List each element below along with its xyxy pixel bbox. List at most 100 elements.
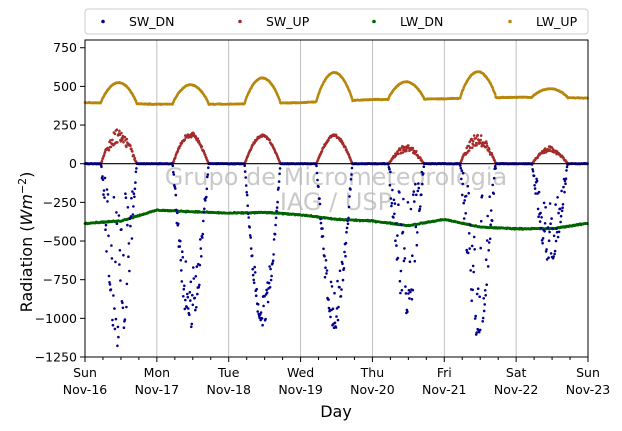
sw-dn-point	[207, 166, 210, 169]
sw-dn-point	[127, 255, 130, 258]
sw-dn-point	[267, 281, 271, 285]
sw-dn-point	[565, 165, 569, 169]
x-tick-label-date: Nov-20	[350, 382, 395, 397]
sw-dn-point	[459, 166, 463, 170]
sw-dn-point	[545, 248, 548, 251]
sw-dn-point	[244, 176, 247, 179]
sw-dn-point	[397, 203, 400, 206]
sw-dn-point	[259, 311, 263, 314]
sw-dn-point	[560, 189, 563, 193]
sw-dn-point	[420, 193, 423, 196]
x-tick-label-day: Tue	[217, 365, 240, 380]
sw-up-point	[125, 145, 128, 149]
sw-dn-point	[557, 230, 561, 234]
sw-dn-point	[492, 176, 496, 180]
sw-dn-point	[251, 267, 254, 271]
sw-dn-point	[249, 247, 253, 250]
sw-dn-point	[190, 322, 194, 326]
sw-dn-point	[271, 259, 275, 263]
sw-dn-point	[408, 260, 412, 264]
sw-dn-point	[277, 180, 281, 183]
sw-dn-point	[482, 309, 486, 313]
sw-dn-point	[187, 307, 190, 310]
sw-dn-point	[260, 317, 264, 320]
sw-dn-point	[489, 223, 493, 226]
lw-up-point	[278, 98, 281, 102]
sw-dn-point	[548, 202, 552, 205]
grid-lines	[156, 40, 517, 357]
sw-dn-point	[396, 234, 399, 237]
sw-dn-point	[102, 189, 106, 192]
sw-up-point	[129, 144, 132, 148]
sw-dn-point	[253, 265, 256, 269]
lw-up-point	[350, 97, 354, 100]
sw-up-point	[113, 132, 117, 136]
sw-up-point	[471, 139, 475, 143]
sw-dn-point	[177, 222, 180, 226]
sw-dn-point	[109, 288, 113, 291]
sw-dn-point	[244, 184, 248, 187]
sw-dn-point	[560, 209, 564, 213]
sw-dn-point	[101, 175, 104, 178]
sw-dn-point	[483, 289, 487, 292]
sw-dn-point	[549, 222, 552, 225]
sw-dn-point	[347, 205, 351, 209]
sw-dn-point	[481, 320, 485, 323]
sw-dn-point	[103, 196, 106, 199]
sw-dn-point	[338, 286, 341, 289]
sw-dn-point	[102, 193, 105, 196]
sw-dn-point	[182, 295, 185, 298]
sw-dn-point	[337, 305, 340, 309]
sw-dn-point	[479, 219, 483, 223]
x-tick-label-date: Nov-18	[206, 382, 251, 397]
y-tick-label: −500	[43, 234, 77, 249]
sw-dn-point	[193, 296, 197, 300]
sw-dn-point	[391, 188, 394, 192]
sw-dn-point	[344, 254, 347, 258]
sw-dn-point	[479, 246, 483, 250]
sw-dn-point	[487, 249, 491, 252]
sw-dn-point	[388, 183, 392, 187]
sw-dn-point	[403, 257, 407, 260]
sw-dn-point	[417, 182, 420, 185]
sw-up-point	[470, 137, 474, 141]
sw-dn-point	[494, 167, 498, 170]
sw-dn-point	[470, 244, 474, 248]
sw-up-point	[174, 156, 177, 159]
sw-dn-point	[478, 295, 482, 299]
sw-dn-point	[415, 243, 419, 247]
sw-dn-point	[419, 205, 422, 208]
sw-dn-point	[184, 298, 187, 302]
sw-dn-point	[411, 288, 415, 292]
sw-dn-point	[400, 288, 404, 292]
sw-dn-point	[254, 294, 258, 298]
sw-dn-point	[195, 265, 199, 268]
sw-dn-point	[348, 195, 351, 198]
sw-dn-point	[181, 255, 185, 259]
sw-dn-point	[196, 292, 199, 296]
sw-dn-point	[318, 197, 321, 200]
sw-up-point	[194, 135, 198, 138]
sw-dn-point	[543, 230, 546, 233]
sw-dn-point	[274, 223, 277, 227]
sw-dn-point	[245, 191, 248, 194]
sw-dn-point	[333, 321, 337, 325]
y-tick-label: −750	[43, 272, 77, 287]
sw-dn-point	[319, 221, 323, 225]
sw-dn-point	[253, 271, 257, 274]
sw-dn-point	[461, 182, 465, 186]
sw-dn-point	[413, 259, 417, 263]
sw-dn-point	[393, 202, 397, 205]
sw-dn-point	[347, 216, 350, 220]
sw-dn-point	[323, 275, 327, 279]
sw-dn-point	[110, 244, 113, 247]
sw-dn-point	[206, 173, 210, 176]
sw-dn-point	[459, 164, 462, 167]
sw-dn-point	[194, 275, 198, 278]
sw-dn-point	[126, 223, 129, 227]
y-tick-label: 500	[53, 79, 77, 94]
sw-dn-point	[199, 247, 203, 250]
sw-dn-point	[130, 237, 134, 240]
sw-dn-point	[389, 197, 393, 200]
sw-dn-point	[106, 200, 109, 203]
